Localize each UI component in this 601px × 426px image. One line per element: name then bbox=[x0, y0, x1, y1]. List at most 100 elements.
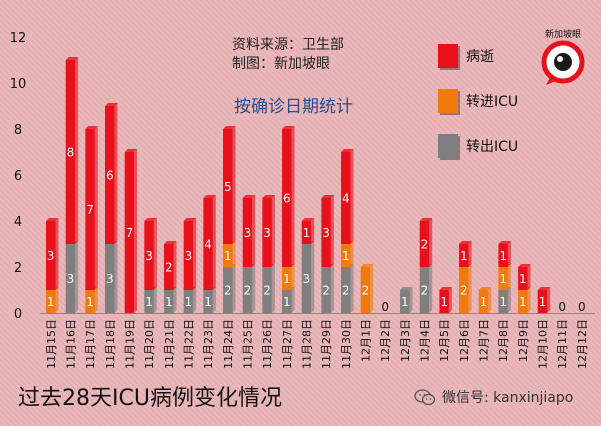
data-label: 7 bbox=[126, 226, 134, 240]
y-tick-label: 2 bbox=[14, 261, 22, 276]
data-label: 1 bbox=[440, 295, 448, 309]
bar-segment bbox=[164, 290, 174, 313]
logo-text: 新加坡眼 bbox=[545, 28, 581, 40]
bar-side bbox=[311, 218, 315, 244]
data-label: 1 bbox=[303, 226, 311, 240]
bar-top bbox=[360, 264, 374, 267]
bar-segment bbox=[459, 267, 469, 313]
bar-side bbox=[311, 241, 315, 313]
bar-top bbox=[478, 287, 492, 290]
bar-side bbox=[547, 287, 551, 313]
bar-top bbox=[518, 264, 531, 267]
bar-segment bbox=[262, 267, 272, 313]
bar-segment bbox=[223, 129, 233, 244]
bar-segment bbox=[478, 290, 489, 313]
source-note: 资料来源：卫生部 制图：新加坡眼 bbox=[232, 36, 344, 74]
bar-side bbox=[291, 287, 295, 313]
bar-segment bbox=[419, 221, 430, 267]
bar-side bbox=[507, 264, 511, 290]
data-label: 2 bbox=[165, 261, 173, 275]
bar-side bbox=[350, 241, 354, 267]
x-tick-label: 11月21日 bbox=[163, 319, 176, 369]
data-label: 1 bbox=[283, 272, 291, 286]
data-label: 1 bbox=[342, 249, 350, 263]
bar-top bbox=[144, 218, 157, 221]
bar-side bbox=[350, 149, 354, 244]
bar-top bbox=[282, 126, 295, 129]
bar-segment bbox=[85, 290, 95, 313]
bar-top bbox=[459, 241, 472, 244]
bar-top bbox=[183, 218, 197, 221]
data-label: 1 bbox=[47, 295, 55, 309]
bar-side bbox=[468, 264, 472, 313]
bar-segment bbox=[341, 267, 351, 313]
data-label: 1 bbox=[283, 295, 291, 309]
bar-top bbox=[164, 241, 177, 244]
data-label: 2 bbox=[342, 284, 350, 298]
data-label: 3 bbox=[263, 226, 271, 240]
bar-segment bbox=[282, 129, 292, 267]
bar-top bbox=[46, 218, 59, 221]
bar-segment bbox=[498, 267, 508, 290]
bar-segment bbox=[262, 198, 272, 267]
bar-top bbox=[85, 126, 98, 129]
x-tick-label: 12月10日 bbox=[537, 319, 550, 369]
data-label: 1 bbox=[519, 295, 527, 309]
legend-item-out-icu: 转出ICU bbox=[438, 134, 518, 158]
bar-top bbox=[262, 195, 275, 198]
data-label: 1 bbox=[499, 249, 507, 263]
bar-top bbox=[124, 149, 138, 152]
x-tick-label: 12月9日 bbox=[517, 319, 530, 362]
bar-side bbox=[488, 287, 492, 313]
chart-subtitle: 按确诊日期统计 bbox=[234, 97, 353, 117]
bar-side bbox=[370, 264, 374, 313]
x-tick-label: 11月24日 bbox=[222, 319, 235, 369]
bar-side bbox=[55, 287, 59, 313]
bar-top bbox=[301, 218, 315, 221]
bar-segment bbox=[223, 244, 233, 267]
legend-label-to-icu: 转进ICU bbox=[466, 94, 519, 110]
bar-side bbox=[173, 287, 177, 313]
data-label: 2 bbox=[322, 284, 330, 298]
data-label: 4 bbox=[342, 192, 350, 206]
data-label: 1 bbox=[185, 295, 193, 309]
bar-side bbox=[212, 287, 216, 313]
bar-top bbox=[242, 195, 256, 198]
x-tick-label: 11月25日 bbox=[241, 319, 254, 369]
data-label: 1 bbox=[499, 272, 507, 286]
bar-segment bbox=[105, 244, 115, 313]
legend-swatch-out-icu bbox=[438, 134, 458, 158]
bar-side bbox=[114, 241, 118, 313]
bar-side bbox=[134, 149, 138, 313]
bar-side bbox=[429, 264, 433, 313]
bar-side bbox=[55, 218, 59, 290]
data-label: 1 bbox=[519, 272, 527, 286]
bar-segment bbox=[400, 290, 410, 313]
data-label: 1 bbox=[165, 295, 173, 309]
data-label: 2 bbox=[421, 238, 429, 252]
x-tick-label: 11月29日 bbox=[320, 319, 333, 369]
bar-segment bbox=[439, 290, 449, 313]
bar-segment bbox=[321, 198, 331, 267]
bar-segment bbox=[518, 267, 528, 290]
chart-title: 过去28天ICU病例变化情况 bbox=[18, 386, 282, 411]
y-tick-label: 0 bbox=[14, 307, 22, 322]
wechat-id: 微信号: kanxinjiapo bbox=[414, 387, 573, 407]
data-label: 3 bbox=[303, 272, 311, 286]
bar-segment bbox=[46, 290, 56, 313]
bar-side bbox=[232, 126, 236, 244]
x-tick-label: 12月6日 bbox=[458, 319, 471, 362]
legend-item-death: 病逝 bbox=[438, 44, 518, 68]
bar-segment bbox=[282, 267, 292, 290]
data-label: 3 bbox=[145, 249, 153, 263]
bar-segment bbox=[242, 267, 253, 313]
bar-segment bbox=[85, 129, 95, 290]
bar-side bbox=[153, 218, 157, 290]
bar-top bbox=[400, 287, 413, 290]
credit-line: 制图：新加坡眼 bbox=[232, 56, 330, 72]
bar-segment bbox=[341, 152, 351, 244]
bar-segment bbox=[203, 290, 213, 313]
data-label: 3 bbox=[185, 249, 193, 263]
x-tick-label: 12月7日 bbox=[477, 319, 490, 362]
bar-side bbox=[193, 287, 197, 313]
